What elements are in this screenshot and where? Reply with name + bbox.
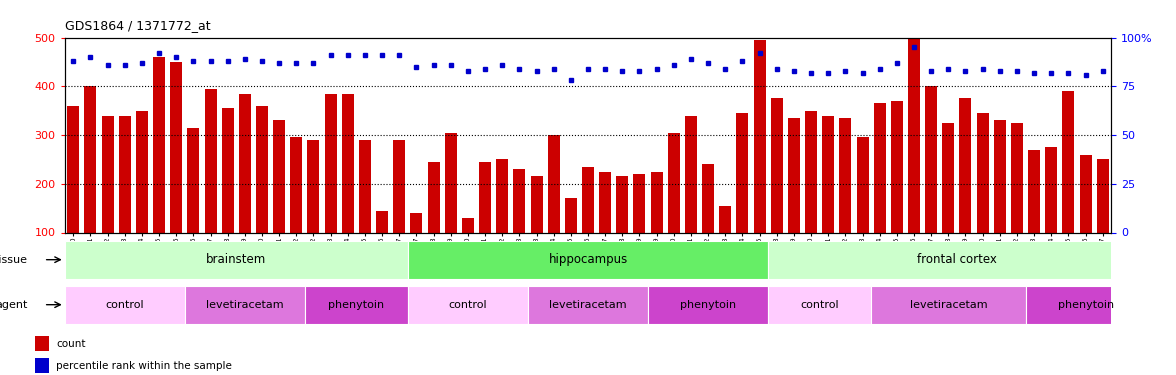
Bar	[806, 111, 817, 232]
Bar	[1062, 91, 1075, 232]
Text: phenytoin: phenytoin	[328, 300, 385, 310]
Bar	[239, 94, 250, 232]
Bar	[221, 108, 234, 232]
Bar	[153, 57, 165, 232]
Text: tissue: tissue	[0, 255, 28, 265]
Bar	[702, 164, 714, 232]
Bar	[942, 123, 955, 232]
Bar	[408, 241, 768, 279]
Text: brainstem: brainstem	[206, 253, 267, 266]
Bar	[290, 138, 302, 232]
Bar	[684, 116, 697, 232]
Bar	[67, 106, 79, 232]
Bar	[305, 286, 408, 324]
Bar	[648, 286, 768, 324]
Bar	[926, 86, 937, 232]
Bar	[35, 336, 49, 351]
Bar	[754, 40, 766, 232]
Text: count: count	[56, 339, 86, 349]
Text: GDS1864 / 1371772_at: GDS1864 / 1371772_at	[65, 19, 211, 32]
Bar	[599, 172, 612, 232]
Bar	[101, 116, 114, 232]
Bar	[187, 128, 200, 232]
Bar	[479, 162, 492, 232]
Bar	[668, 133, 680, 232]
Text: percentile rank within the sample: percentile rank within the sample	[56, 360, 233, 370]
Text: phenytoin: phenytoin	[1057, 300, 1114, 310]
Bar	[720, 206, 731, 232]
Bar	[496, 159, 508, 232]
Bar	[768, 241, 1145, 279]
Bar	[856, 138, 869, 232]
Bar	[408, 286, 528, 324]
Text: hippocampus: hippocampus	[548, 253, 628, 266]
Text: frontal cortex: frontal cortex	[917, 253, 997, 266]
Bar	[650, 172, 662, 232]
Bar	[994, 120, 1005, 232]
Bar	[445, 133, 456, 232]
Bar	[960, 99, 971, 232]
Bar	[514, 169, 526, 232]
Bar	[428, 162, 440, 232]
Bar	[528, 286, 648, 324]
Text: phenytoin: phenytoin	[680, 300, 736, 310]
Bar	[307, 140, 320, 232]
Bar	[548, 135, 560, 232]
Bar	[891, 101, 903, 232]
Text: levetiracetam: levetiracetam	[549, 300, 627, 310]
Bar	[325, 94, 336, 232]
Text: levetiracetam: levetiracetam	[909, 300, 987, 310]
Bar	[768, 286, 871, 324]
Bar	[273, 120, 285, 232]
Bar	[736, 113, 748, 232]
Text: levetiracetam: levetiracetam	[206, 300, 283, 310]
Bar	[871, 286, 1025, 324]
Bar	[840, 118, 851, 232]
Bar	[1025, 286, 1145, 324]
Bar	[908, 38, 920, 232]
Bar	[410, 213, 422, 232]
Bar	[770, 99, 783, 232]
Bar	[376, 211, 388, 232]
Bar	[85, 86, 96, 232]
Bar	[1080, 154, 1091, 232]
Bar	[205, 89, 216, 232]
Bar	[1028, 150, 1040, 232]
Text: control: control	[106, 300, 143, 310]
Bar	[634, 174, 646, 232]
Bar	[35, 358, 49, 373]
Bar	[564, 198, 577, 232]
Bar	[822, 116, 834, 232]
Bar	[1097, 159, 1109, 232]
Bar	[530, 177, 542, 232]
Bar	[185, 286, 305, 324]
Bar	[462, 218, 474, 232]
Bar	[393, 140, 406, 232]
Bar	[616, 177, 628, 232]
Bar	[582, 166, 594, 232]
Bar	[342, 94, 354, 232]
Bar	[136, 111, 148, 232]
Bar	[256, 106, 268, 232]
Bar	[359, 140, 370, 232]
Bar	[119, 116, 131, 232]
Bar	[1011, 123, 1023, 232]
Bar	[1045, 147, 1057, 232]
Bar	[65, 286, 185, 324]
Text: control: control	[801, 300, 838, 310]
Bar	[976, 113, 989, 232]
Bar	[874, 104, 886, 232]
Text: control: control	[448, 300, 487, 310]
Text: agent: agent	[0, 300, 28, 310]
Bar	[171, 62, 182, 232]
Bar	[788, 118, 800, 232]
Bar	[65, 241, 408, 279]
